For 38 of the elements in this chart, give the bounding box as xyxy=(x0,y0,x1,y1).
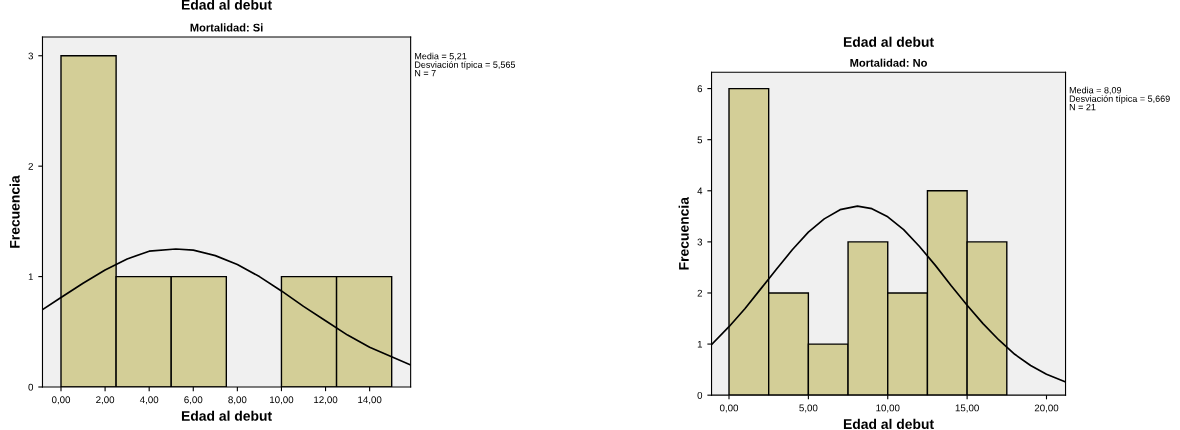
chart-title: Edad al debut xyxy=(181,0,272,10)
text: Media = 8,09 xyxy=(1069,86,1122,95)
x-tick-label: 0,00 xyxy=(51,396,71,405)
y-tick-label: 6 xyxy=(697,85,703,93)
y-tick-label: 2 xyxy=(28,162,33,170)
y-tick-label: 1 xyxy=(697,340,703,348)
x-tick-label: 10,00 xyxy=(270,396,294,405)
x-tick-label: 5,00 xyxy=(799,404,818,413)
chart-title: Edad al debut xyxy=(843,36,934,47)
y-tick-label: 3 xyxy=(28,52,34,60)
text: Desviación típica = 5,669 xyxy=(1069,95,1170,104)
y-axis-title: Frecuencia xyxy=(678,196,689,270)
y-tick-label: 2 xyxy=(697,289,703,297)
x-tick-label: 14,00 xyxy=(358,396,382,405)
x-tick-label: 20,00 xyxy=(1034,404,1059,413)
y-tick-label: 0 xyxy=(28,383,34,391)
x-tick-label: 2,00 xyxy=(96,396,115,405)
x-tick-label: 4,00 xyxy=(139,396,159,405)
y-axis-title: Frecuencia xyxy=(9,175,20,248)
chart-subtitle: Mortalidad: No xyxy=(850,58,927,67)
y-tick-label: 5 xyxy=(697,136,703,144)
y-tick-label: 1 xyxy=(28,273,33,281)
text: Media = 5,21 xyxy=(415,52,467,61)
x-axis-title: Edad al debut xyxy=(181,410,272,421)
x-tick-label: 12,00 xyxy=(314,396,338,405)
y-tick-label: 0 xyxy=(697,391,703,399)
y-tick-label: 3 xyxy=(697,238,703,246)
y-tick-label: 4 xyxy=(697,187,703,195)
x-tick-label: 8,00 xyxy=(228,396,247,405)
text: N = 7 xyxy=(415,70,436,77)
x-tick-label: 0,00 xyxy=(719,404,739,413)
x-tick-label: 15,00 xyxy=(955,404,979,413)
x-axis-title: Edad al debut xyxy=(843,418,934,430)
x-tick-label: 10,00 xyxy=(876,404,900,413)
text: N = 21 xyxy=(1069,103,1096,111)
x-tick-label: 6,00 xyxy=(184,396,203,405)
chart-subtitle: Mortalidad: Si xyxy=(190,23,263,32)
text: Desviación típica = 5,565 xyxy=(415,61,516,70)
